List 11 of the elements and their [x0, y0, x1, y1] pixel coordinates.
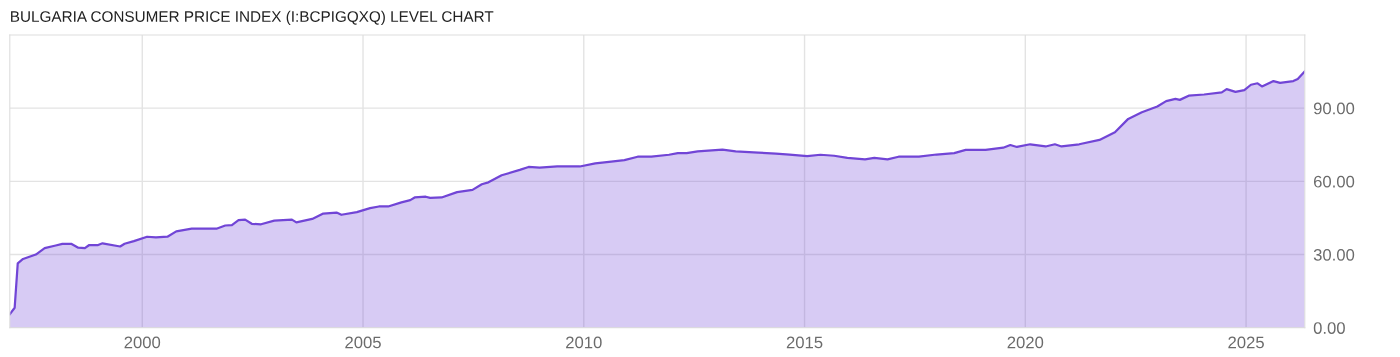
chart-title: BULGARIA CONSUMER PRICE INDEX (I:BCPIGQXQ) LEVEL CHART [11, 10, 494, 25]
x-tick-label: 2020 [1007, 336, 1044, 349]
y-tick-label: 60.00 [1313, 175, 1355, 188]
x-tick-label: 2010 [566, 336, 602, 349]
x-tick-label: 2005 [345, 336, 381, 349]
y-tick-label: 30.00 [1313, 248, 1355, 261]
y-tick-label: 90.00 [1313, 102, 1355, 115]
x-tick-label: 2015 [786, 336, 823, 349]
x-tick-label: 2000 [124, 336, 161, 349]
y-tick-label: 0.00 [1313, 322, 1345, 334]
x-tick-label: 2025 [1228, 336, 1264, 349]
